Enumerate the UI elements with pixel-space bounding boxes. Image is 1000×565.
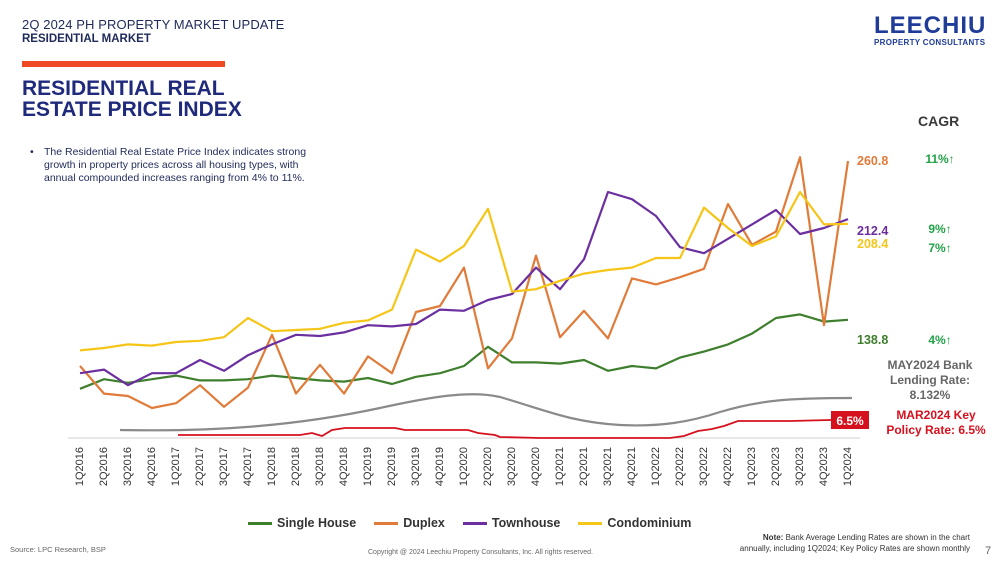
x-tick-label: 4Q2017 bbox=[242, 447, 254, 486]
x-tick-label: 4Q2020 bbox=[530, 447, 542, 486]
x-tick-label: 1Q2017 bbox=[170, 447, 182, 486]
page-number: 7 bbox=[985, 545, 992, 557]
x-tick-label: 1Q2022 bbox=[650, 447, 662, 486]
slide-title: RESIDENTIAL REAL ESTATE PRICE INDEX bbox=[22, 78, 282, 120]
end-label-single-house: 138.8 bbox=[857, 333, 888, 347]
footnote-label: Note: bbox=[762, 533, 784, 542]
chart-legend: Single House Duplex Townhouse Condominiu… bbox=[248, 516, 691, 530]
slide-title-line1: RESIDENTIAL REAL bbox=[22, 77, 225, 100]
legend-item-condominium: Condominium bbox=[578, 516, 691, 530]
x-tick-label: 2Q2018 bbox=[290, 447, 302, 486]
x-tick-label: 1Q2024 bbox=[842, 447, 854, 486]
x-tick-label: 1Q2020 bbox=[458, 447, 470, 486]
series-line-single-house bbox=[79, 313, 849, 390]
report-subtitle: RESIDENTIAL MARKET bbox=[22, 33, 151, 45]
x-tick-label: 3Q2022 bbox=[698, 447, 710, 486]
key-policy-rate-box-label: 6.5% bbox=[836, 414, 864, 428]
x-tick-label: 1Q2018 bbox=[266, 447, 278, 486]
x-tick-labels: 1Q2016 2Q2016 3Q2016 4Q2016 1Q2017 2Q2017 3Q20… bbox=[74, 447, 854, 486]
cagr-duplex: 11%↑ bbox=[925, 152, 954, 166]
series-lines bbox=[79, 156, 850, 410]
slide-title-line2: ESTATE PRICE INDEX bbox=[22, 98, 242, 121]
x-tick-label: 2Q2020 bbox=[482, 447, 494, 486]
legend-swatch-townhouse bbox=[462, 521, 487, 525]
legend-label-duplex: Duplex bbox=[403, 516, 445, 530]
cagr-condominium: 7%↑ bbox=[928, 241, 951, 255]
bank-rate-note-line1: MAY2024 Bank bbox=[888, 358, 973, 372]
x-tick-label: 4Q2023 bbox=[818, 447, 830, 486]
source-note: Source: LPC Research, BSP bbox=[10, 545, 106, 554]
legend-item-single-house: Single House bbox=[248, 516, 356, 530]
x-tick-label: 1Q2023 bbox=[746, 447, 758, 486]
leechiu-logo: LEECHIU PROPERTY CONSULTANTS bbox=[874, 12, 986, 47]
x-tick-label: 4Q2022 bbox=[722, 447, 734, 486]
x-tick-label: 1Q2021 bbox=[554, 447, 566, 486]
legend-item-duplex: Duplex bbox=[374, 516, 445, 530]
end-label-duplex: 260.8 bbox=[857, 154, 888, 168]
rate-lines: 6.5% bbox=[119, 393, 869, 439]
x-tick-label: 4Q2019 bbox=[434, 447, 446, 486]
end-label-condominium: 208.4 bbox=[857, 237, 888, 251]
x-tick-label: 3Q2021 bbox=[602, 447, 614, 486]
cagr-townhouse: 9%↑ bbox=[928, 222, 951, 236]
chart-footnote: Note: Bank Average Lending Rates are sho… bbox=[640, 533, 970, 554]
x-tick-label: 4Q2016 bbox=[146, 447, 158, 486]
key-policy-rate-box bbox=[831, 411, 869, 429]
legend-label-townhouse: Townhouse bbox=[491, 516, 561, 530]
x-tick-label: 2Q2021 bbox=[578, 447, 590, 486]
policy-rate-note-line2: Policy Rate: 6.5% bbox=[886, 423, 986, 437]
x-tick-label: 4Q2021 bbox=[626, 447, 638, 486]
bank-lending-rate-line bbox=[119, 393, 853, 432]
legend-label-condominium: Condominium bbox=[607, 516, 692, 530]
x-tick-label: 3Q2018 bbox=[314, 447, 326, 486]
x-tick-label: 3Q2023 bbox=[794, 447, 806, 486]
accent-bar bbox=[22, 61, 225, 67]
x-tick-label: 2Q2023 bbox=[770, 447, 782, 486]
x-tick-label: 3Q2017 bbox=[218, 447, 230, 486]
cagr-heading: CAGR bbox=[918, 113, 960, 129]
footnote-line1: Bank Average Lending Rates are shown in … bbox=[783, 533, 970, 542]
logo-tagline: PROPERTY CONSULTANTS bbox=[874, 38, 986, 47]
logo-word: LEECHIU bbox=[874, 12, 987, 39]
x-tick-label: 3Q2019 bbox=[410, 447, 422, 486]
x-tick-label: 4Q2018 bbox=[338, 447, 350, 486]
legend-label-single-house: Single House bbox=[277, 516, 357, 530]
x-tick-label: 1Q2016 bbox=[74, 447, 86, 486]
policy-rate-note-line1: MAR2024 Key bbox=[896, 408, 976, 422]
x-tick-label: 2Q2022 bbox=[674, 447, 686, 486]
summary-bullet: The Residential Real Estate Price Index … bbox=[30, 146, 320, 184]
series-line-condominium bbox=[79, 190, 849, 352]
x-tick-label: 1Q2019 bbox=[362, 447, 374, 486]
x-tick-label: 2Q2016 bbox=[98, 447, 110, 486]
x-tick-label: 2Q2017 bbox=[194, 447, 206, 486]
x-tick-label: 3Q2016 bbox=[122, 447, 134, 486]
key-policy-rate-line bbox=[178, 419, 835, 439]
x-tick-label: 3Q2020 bbox=[506, 447, 518, 486]
cagr-single-house: 4%↑ bbox=[928, 333, 951, 347]
bank-rate-note-line3: 8.132% bbox=[910, 388, 951, 402]
series-line-townhouse bbox=[79, 190, 849, 387]
end-label-townhouse: 212.4 bbox=[857, 224, 888, 238]
legend-item-townhouse: Townhouse bbox=[462, 516, 561, 530]
copyright-note: Copyright @ 2024 Leechiu Property Consul… bbox=[368, 549, 593, 556]
legend-swatch-single-house bbox=[248, 521, 272, 525]
legend-swatch-duplex bbox=[374, 521, 399, 525]
report-title: 2Q 2024 PH PROPERTY MARKET UPDATE bbox=[22, 17, 285, 32]
x-tick-label: 2Q2019 bbox=[386, 447, 398, 486]
footnote-line2: annually, including 1Q2024; Key Policy R… bbox=[739, 543, 970, 553]
legend-swatch-condominium bbox=[578, 521, 603, 525]
series-line-duplex bbox=[79, 156, 850, 410]
bank-rate-note-line2: Lending Rate: bbox=[890, 373, 970, 387]
